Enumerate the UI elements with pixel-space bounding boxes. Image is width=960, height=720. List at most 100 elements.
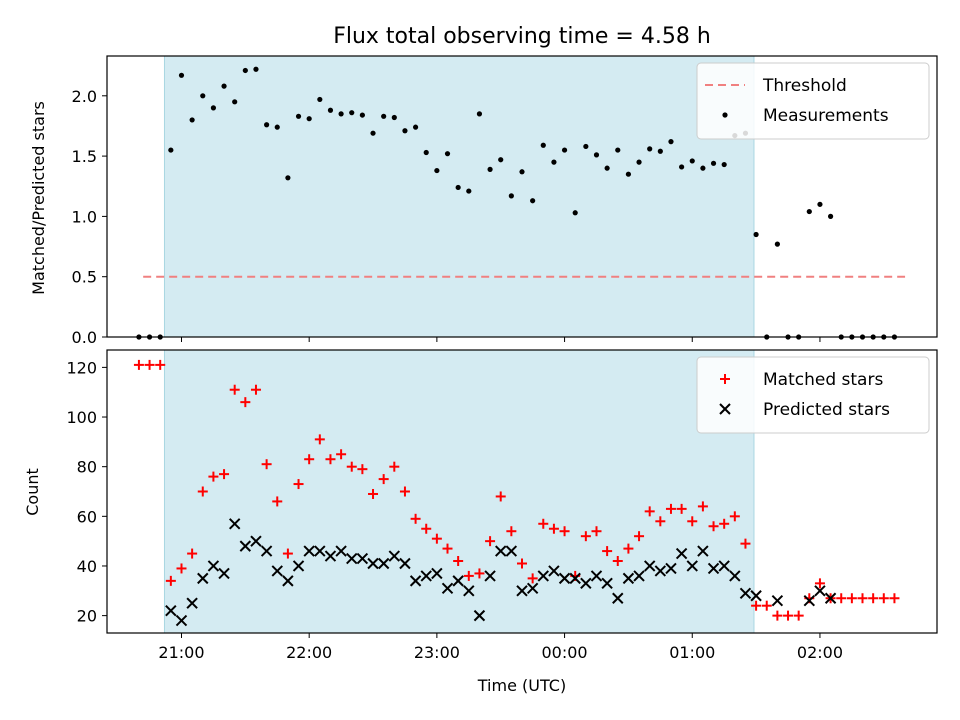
top-ytick-label-4: 2.0 xyxy=(72,87,97,106)
top-s0-point-7 xyxy=(210,105,217,111)
bottom-s1-point-6-b xyxy=(228,518,241,530)
bottom-ytick-label-4: 100 xyxy=(66,408,97,427)
top-legend-label-0: Threshold xyxy=(762,76,847,96)
bottom-s1-point-0-b xyxy=(165,604,177,617)
top-s0-point-6 xyxy=(200,93,206,99)
top-s0-point-11 xyxy=(253,66,259,72)
bottom-s1-point-8-b xyxy=(250,535,262,547)
top-s0-point-60 xyxy=(774,241,780,247)
bottom-s1-point-19-b xyxy=(367,557,379,570)
bottom-legend-box xyxy=(696,356,930,434)
bottom-s1-point-26-b xyxy=(441,582,454,595)
bottom-s1-point-28-b xyxy=(463,585,475,597)
top-s0-point-5 xyxy=(189,117,195,123)
top-s0-point-35 xyxy=(508,193,514,199)
bottom-xtick-label-2: 23:00 xyxy=(414,643,460,662)
top-s0-point-31 xyxy=(466,188,472,194)
top-s0-point-52 xyxy=(689,158,695,164)
bottom-s1-point-4-b xyxy=(207,560,220,572)
top-s0-point-21 xyxy=(359,112,365,118)
bottom-xtick-label-5: 02:00 xyxy=(797,643,843,662)
top-s0-point-45 xyxy=(615,147,621,153)
top-s0-point-36 xyxy=(519,169,525,175)
top-s0-point-63 xyxy=(806,208,812,215)
bottom-ytick-label-2: 60 xyxy=(77,507,97,526)
bottom-s1-point-41-b xyxy=(601,577,613,590)
bottom-s1-point-34-b xyxy=(526,582,539,595)
top-s0-point-16 xyxy=(306,116,312,122)
top-s0-point-12 xyxy=(264,122,270,128)
bottom-s1-point-2-b xyxy=(186,597,198,609)
bottom-s1-point-35-b xyxy=(537,570,549,582)
top-s0-point-4 xyxy=(178,72,185,78)
top-s0-point-34 xyxy=(498,157,504,163)
bottom-s1-point-17-b xyxy=(346,552,358,565)
bottom-s1-point-39-b xyxy=(580,577,592,590)
bottom-s1-point-33-b xyxy=(516,585,528,597)
bottom-s1-point-3-b xyxy=(197,572,209,585)
top-s0-point-50 xyxy=(668,139,674,145)
top-s0-point-15 xyxy=(295,113,302,119)
bottom-frame xyxy=(106,349,938,634)
top-s0-point-17 xyxy=(317,96,323,103)
bottom-s1-point-10-b xyxy=(271,565,283,577)
top-s0-point-32 xyxy=(476,111,483,117)
top-s0-point-58 xyxy=(753,231,759,238)
bottom-s1-point-59-b xyxy=(824,592,837,604)
bottom-s1-point-22-b xyxy=(399,557,411,570)
bottom-s1-point-29-b xyxy=(473,609,486,622)
bottom-s1-point-11-b xyxy=(282,575,294,587)
top-points xyxy=(136,66,898,340)
bottom-s1-point-46-b xyxy=(654,565,667,577)
bottom-s1-point-45-b xyxy=(643,560,656,572)
top-s0-point-24 xyxy=(391,114,397,121)
bottom-s1-point-21-b xyxy=(388,550,401,562)
top-s0-point-26 xyxy=(412,124,419,130)
top-legend-marker-1 xyxy=(722,112,728,118)
bottom-s1-point-31-b xyxy=(495,545,507,557)
x-axis-label: Time (UTC) xyxy=(477,676,566,695)
top-s0-point-47 xyxy=(636,159,642,165)
top-s0-point-54 xyxy=(710,160,717,166)
bottom-s1-point-58-b xyxy=(814,585,826,597)
bottom-s1-point-9-b xyxy=(260,545,273,557)
bottom-s1-point-50-b xyxy=(697,545,709,557)
top-s0-point-65 xyxy=(827,213,834,219)
bottom-s1-point-54-b xyxy=(739,587,752,599)
top-s0-point-22 xyxy=(370,130,376,136)
bottom-observing-window xyxy=(163,349,755,634)
ratio-panel: 0.0 0.5 1.0 1.5 2.0 Threshold Measurements xyxy=(72,55,938,347)
bottom-s1-point-23-b xyxy=(409,575,422,587)
top-s0-point-20 xyxy=(349,110,355,116)
top-s0-point-39 xyxy=(551,159,557,165)
bottom-s1-point-38-b xyxy=(569,572,581,585)
top-ytick-label-3: 1.5 xyxy=(72,147,97,166)
bottom-s1-point-43-b xyxy=(622,572,635,585)
top-s0-point-37 xyxy=(530,198,536,204)
bottom-s1-point-55-b xyxy=(750,590,762,602)
bottom-s1-point-56-b xyxy=(771,595,784,607)
top-s0-point-33 xyxy=(487,166,493,172)
bottom-s1-point-32-b xyxy=(505,545,518,557)
bottom-s1-point-1-b xyxy=(175,614,188,627)
top-s0-point-9 xyxy=(232,99,238,105)
top-s0-point-14 xyxy=(285,175,291,181)
top-s0-point-51 xyxy=(679,164,685,170)
top-s0-point-3 xyxy=(168,147,174,153)
top-s0-point-44 xyxy=(604,165,610,171)
bottom-s1-point-5-b xyxy=(218,567,230,580)
top-s0-point-29 xyxy=(444,151,451,157)
top-s0-point-18 xyxy=(327,107,334,113)
top-s0-point-10 xyxy=(242,67,248,74)
bottom-legend-label-0: Matched stars xyxy=(763,370,883,390)
bottom-s1-point-57-b xyxy=(803,595,816,607)
top-s0-point-8 xyxy=(221,83,227,89)
top-s0-point-55 xyxy=(721,161,727,168)
bottom-s1-point-47-b xyxy=(665,562,677,575)
top-s0-point-27 xyxy=(423,149,429,156)
bottom-legend-marker-1-b xyxy=(719,403,731,415)
bottom-ytick-label-3: 80 xyxy=(77,458,97,477)
top-s0-point-49 xyxy=(657,148,663,154)
bottom-s1-point-30-b xyxy=(484,570,496,582)
bottom-s1-point-7-b xyxy=(239,540,252,552)
